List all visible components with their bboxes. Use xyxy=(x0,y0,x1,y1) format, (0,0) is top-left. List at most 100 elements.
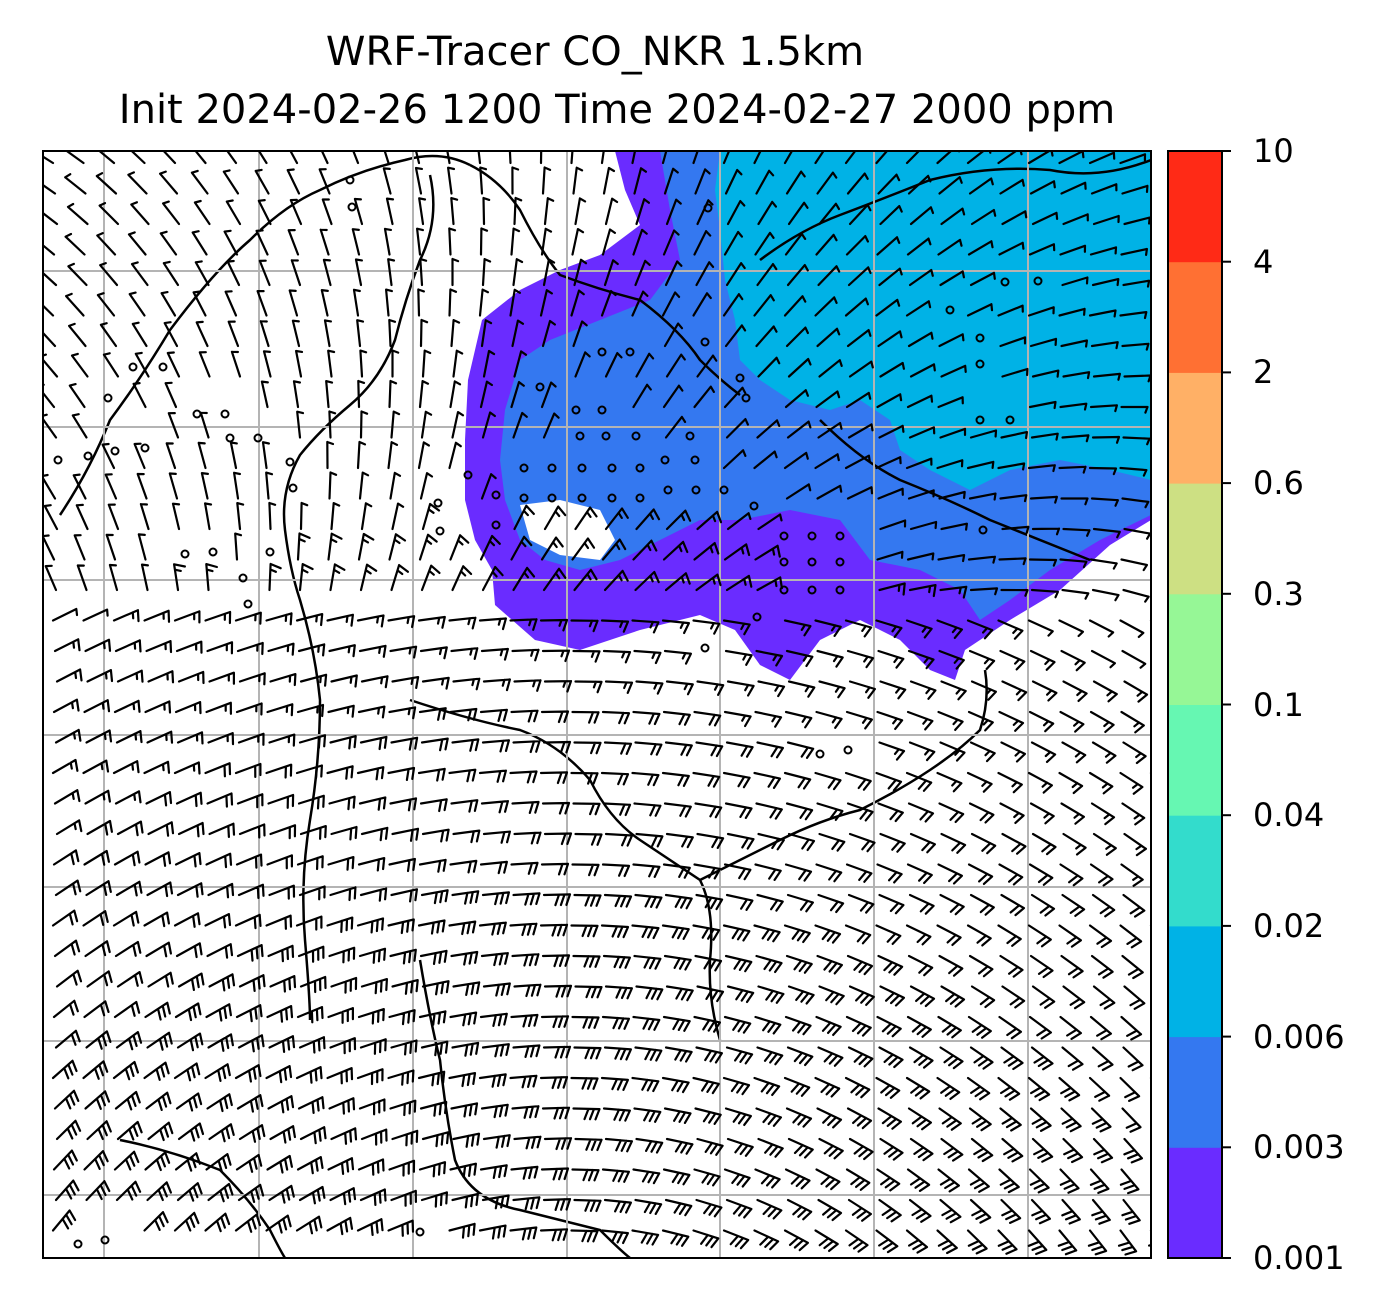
colorbar-tick-label: 2 xyxy=(1253,353,1274,392)
title-line-2: Init 2024-02-26 1200 Time 2024-02-27 200… xyxy=(118,87,1116,133)
wind-barb xyxy=(451,890,480,905)
wind-barb xyxy=(1060,649,1086,672)
wind-barb xyxy=(848,985,875,1006)
wind-barb xyxy=(113,850,141,867)
wind-barb xyxy=(479,166,488,195)
calm-wind-circle xyxy=(835,585,845,595)
wind-barb xyxy=(848,832,876,853)
wind-barb xyxy=(783,1229,809,1252)
wind-barb xyxy=(96,292,116,317)
wind-barb xyxy=(694,954,723,972)
wind-barb xyxy=(664,893,693,910)
wind-barb xyxy=(542,258,556,287)
wind-barb xyxy=(1060,954,1084,979)
wind-barb xyxy=(234,611,262,625)
wind-barb xyxy=(1091,741,1117,764)
wind-barb xyxy=(787,1137,814,1159)
wind-barb xyxy=(693,1015,721,1033)
calm-wind-circle xyxy=(807,531,817,541)
wind-barb xyxy=(1062,832,1087,856)
wind-barb xyxy=(98,202,120,226)
wind-barb xyxy=(53,789,81,805)
wind-barb xyxy=(327,856,355,871)
wind-barb xyxy=(1119,771,1144,795)
wind-barb xyxy=(296,703,325,718)
wind-barb xyxy=(817,893,845,914)
wind-barb xyxy=(390,564,409,592)
wind-barb xyxy=(296,1006,324,1024)
wind-barb xyxy=(1031,832,1057,856)
wind-barb xyxy=(481,565,504,592)
wind-barb xyxy=(877,173,901,195)
wind-barb xyxy=(204,1063,231,1082)
wind-barb xyxy=(845,391,872,409)
wind-barb xyxy=(295,1215,323,1235)
wind-barb xyxy=(417,919,446,935)
wind-barb xyxy=(451,1192,479,1209)
wind-barb xyxy=(662,540,689,561)
wind-barb xyxy=(633,954,662,970)
wind-barb xyxy=(783,295,807,317)
wind-barb xyxy=(632,228,648,256)
wind-barb xyxy=(1058,307,1086,317)
wind-barb xyxy=(268,884,296,900)
wind-barb xyxy=(268,733,296,747)
wind-barb xyxy=(53,939,81,958)
wind-barb xyxy=(1120,558,1148,572)
wind-barb xyxy=(326,1067,354,1085)
wind-barb xyxy=(204,1212,231,1233)
wind-barb xyxy=(173,912,201,928)
wind-barb xyxy=(190,169,209,195)
wind-barb xyxy=(132,382,147,409)
wind-barb xyxy=(787,680,816,698)
wind-barb xyxy=(354,258,363,287)
wind-barb xyxy=(1120,1015,1143,1041)
wind-barb xyxy=(997,1229,1018,1255)
wind-barb xyxy=(1029,649,1056,671)
wind-barb xyxy=(878,1198,902,1223)
wind-barb xyxy=(114,1090,141,1111)
wind-barb xyxy=(632,863,661,878)
wind-barb xyxy=(818,680,846,699)
calm-wind-circle xyxy=(435,526,445,536)
wind-barb xyxy=(234,762,262,778)
wind-barb xyxy=(86,970,113,988)
calm-wind-circle xyxy=(415,1227,425,1237)
wind-barb xyxy=(268,1035,296,1053)
wind-barb xyxy=(207,882,235,899)
wind-barb xyxy=(997,1076,1021,1101)
wind-barb xyxy=(388,379,398,409)
wind-barb xyxy=(357,1158,385,1176)
wind-barb xyxy=(143,760,171,775)
wind-barb xyxy=(1090,649,1116,669)
wind-barb xyxy=(726,680,755,697)
wind-barb xyxy=(419,949,448,965)
wind-barb xyxy=(147,670,175,684)
wind-barb xyxy=(511,648,540,662)
calm-wind-circle xyxy=(945,305,955,315)
wind-barb xyxy=(130,151,146,165)
wind-barb xyxy=(1058,151,1085,165)
wind-barb xyxy=(661,924,690,940)
wind-barb xyxy=(908,584,937,598)
wind-barb xyxy=(783,924,811,944)
wind-barb xyxy=(330,825,358,841)
wind-barb xyxy=(695,573,722,592)
wind-barb xyxy=(999,1107,1022,1132)
wind-barb xyxy=(905,1229,929,1254)
wind-barb xyxy=(452,829,481,844)
wind-barb xyxy=(540,227,553,256)
wind-barb xyxy=(419,1100,448,1117)
wind-barb xyxy=(478,769,507,783)
wind-barb xyxy=(635,1137,664,1154)
wind-barb xyxy=(140,563,149,592)
wind-barb xyxy=(1120,247,1148,256)
wind-barb xyxy=(818,359,843,378)
wind-barb xyxy=(52,999,79,1019)
wind-barb xyxy=(144,700,172,714)
wind-barb xyxy=(909,206,935,226)
wind-barb xyxy=(1031,369,1060,378)
wind-barb xyxy=(634,1198,663,1215)
wind-barb xyxy=(146,1031,173,1051)
wind-barb xyxy=(1001,680,1028,702)
